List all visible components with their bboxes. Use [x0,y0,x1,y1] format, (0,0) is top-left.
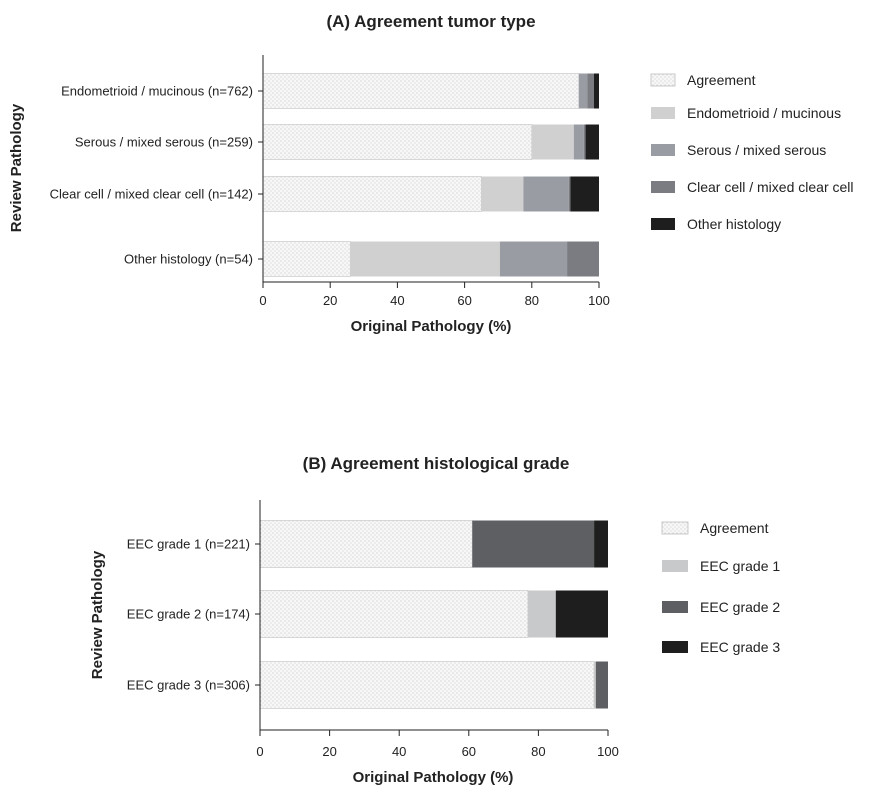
chart-a-legend-swatch [651,181,675,193]
chart-b-bar-segment [259,661,595,709]
chart-b-bar-segment [594,520,608,568]
chart-a-legend-item: Agreement [650,72,756,88]
chart-b-legend-swatch [662,560,688,572]
chart-b-category-label: EEC grade 1 (n=221) [127,537,250,552]
chart-a-x-tick-label: 20 [323,293,337,308]
chart-b-bar-segment [259,590,529,638]
chart-a-legend-item: Serous / mixed serous [651,142,826,158]
chart-a-bar-segment [570,176,599,212]
chart-b-plot-area: EEC grade 1 (n=221) EEC grade 2 (n=174) EE… [127,500,619,759]
chart-b-legend-label: EEC grade 2 [700,599,780,615]
panel-b: (B) Agreement histological grade Review … [89,454,780,786]
chart-a-bar-segment [568,176,571,212]
chart-a-legend-swatch [651,144,675,156]
chart-a-bar-segment [262,241,351,277]
chart-a-legend-item: Clear cell / mixed clear cell [651,179,854,195]
chart-b-x-tick-label: 20 [322,744,336,759]
chart-b-bar-segment [259,520,473,568]
chart-a-legend-swatch [650,73,676,87]
panel-a: (A) Agreement tumor type Review Patholog… [8,12,854,335]
chart-a-bar-segment [583,124,586,160]
chart-a-legend-label: Agreement [687,72,756,88]
chart-a-x-tick-label: 40 [390,293,404,308]
chart-a-bar-segment [573,124,584,160]
chart-b-x-tick-label: 40 [392,744,406,759]
chart-a-bar-segment [531,124,574,160]
chart-a-bar-segment [499,241,568,277]
chart-b-legend-item: Agreement [661,520,769,536]
chart-b-x-tick-label: 80 [531,744,545,759]
chart-b-category-label: EEC grade 2 (n=174) [127,607,250,622]
chart-a-legend-swatch [651,107,675,119]
chart-a-x-tick-label: 100 [588,293,610,308]
chart-a-bar-segment [585,124,599,160]
chart-a-bar-segment [350,241,500,277]
chart-b-legend-item: EEC grade 2 [662,599,780,615]
chart-b-legend-label: Agreement [700,520,769,536]
chart-a-legend-swatch [651,218,675,230]
chart-b-bar-row [259,661,608,709]
chart-b-bar-row [259,520,608,568]
chart-b-x-tick-label: 100 [597,744,619,759]
chart-a-title: (A) Agreement tumor type [326,12,535,31]
chart-b-legend-item: EEC grade 3 [662,639,780,655]
chart-b-legend-label: EEC grade 1 [700,558,780,574]
chart-a-legend: Agreement Endometrioid / mucinous Serous /… [650,72,854,232]
chart-a-bar-row [262,176,599,212]
chart-a-bar-segment [593,73,599,109]
chart-b-bar-segment [594,661,596,709]
chart-a-bar-row [262,124,599,160]
chart-a-x-axis-title: Original Pathology (%) [351,318,512,335]
chart-a-category-label: Serous / mixed serous (n=259) [75,135,253,150]
chart-a-bar-segment [587,73,594,109]
chart-b-category-label: EEC grade 3 (n=306) [127,678,250,693]
chart-b-legend-item: EEC grade 1 [662,558,780,574]
chart-a-x-tick-label: 0 [259,293,266,308]
chart-a-category-label: Endometrioid / mucinous (n=762) [61,84,253,99]
chart-b-bar-segment [472,520,595,568]
chart-b-legend: Agreement EEC grade 1 EEC grade 2 EEC grade… [661,520,780,655]
chart-a-legend-label: Endometrioid / mucinous [687,105,841,121]
chart-a-bar-segment [523,176,569,212]
chart-a-category-label: Clear cell / mixed clear cell (n=142) [50,187,253,202]
chart-b-bar-segment [527,590,556,638]
chart-a-category-label: Other histology (n=54) [124,252,253,267]
chart-b-legend-label: EEC grade 3 [700,639,780,655]
chart-a-bar-segment [481,176,524,212]
chart-a-bar-segment [262,176,482,212]
chart-a-legend-label: Clear cell / mixed clear cell [687,179,854,195]
chart-a-legend-item: Other histology [651,216,781,232]
chart-a-y-axis-title: Review Pathology [8,103,25,232]
chart-a-bar-segment [578,73,588,109]
chart-a-bar-segment [262,124,533,160]
chart-b-legend-swatch [661,521,689,535]
chart-b-legend-swatch [662,641,688,653]
chart-a-bar-segment [567,241,599,277]
chart-b-bar-segment [555,590,608,638]
chart-a-bar-row [262,241,599,277]
chart-b-y-axis-title: Review Pathology [89,550,106,679]
chart-b-x-tick-label: 60 [462,744,476,759]
chart-b-legend-swatch [662,601,688,613]
chart-b-x-axis-title: Original Pathology (%) [353,769,514,786]
chart-a-legend-label: Other histology [687,216,781,232]
chart-a-bar-row [262,73,599,109]
chart-a-plot-area: Endometrioid / mucinous (n=762) Serous / … [50,55,610,308]
chart-a-legend-label: Serous / mixed serous [687,142,826,158]
chart-b-title: (B) Agreement histological grade [303,454,570,473]
chart-a-legend-item: Endometrioid / mucinous [651,105,841,121]
chart-a-x-tick-label: 80 [525,293,539,308]
chart-b-bar-row [259,590,608,638]
chart-b-bar-segment [595,661,608,709]
chart-a-bar-segment [262,73,580,109]
chart-b-x-tick-label: 0 [256,744,263,759]
chart-a-x-tick-label: 60 [457,293,471,308]
